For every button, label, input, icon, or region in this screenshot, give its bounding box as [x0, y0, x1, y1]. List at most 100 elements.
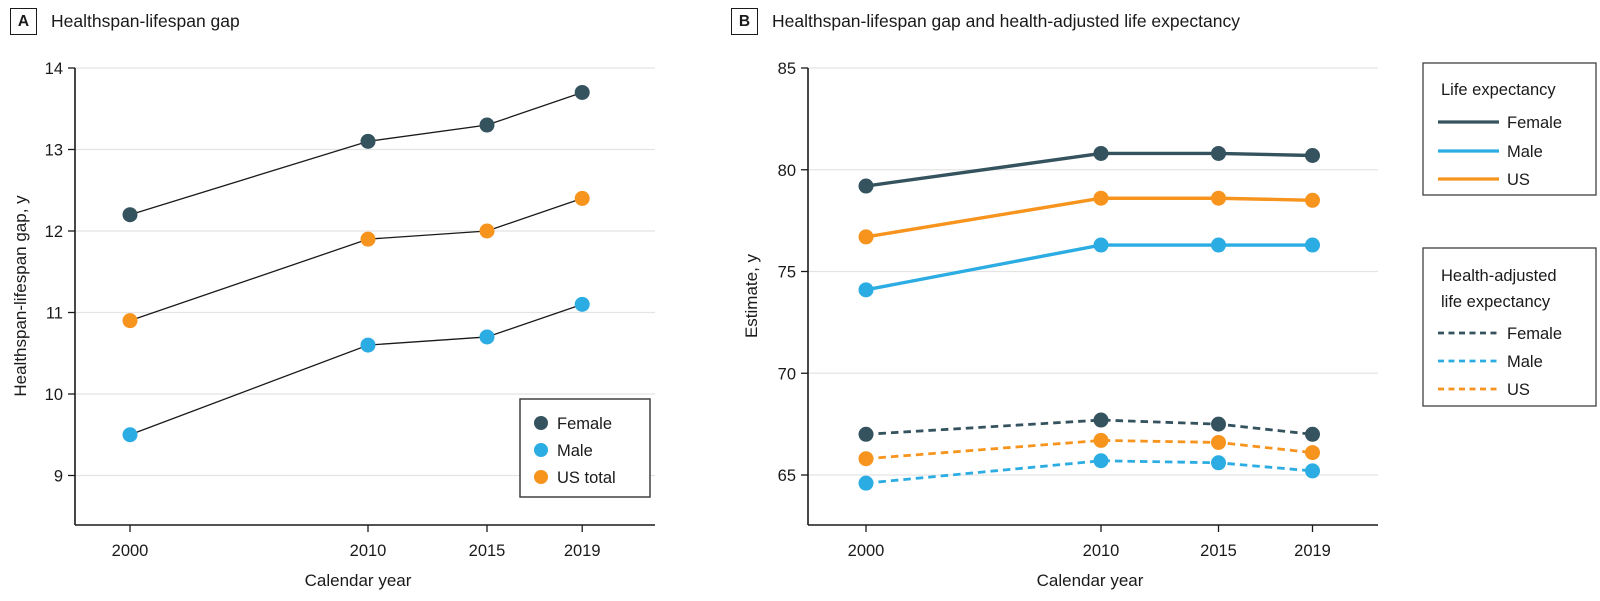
x-tick-label: 2000 — [848, 542, 885, 560]
data-point — [1305, 463, 1320, 479]
legend-label: US total — [557, 469, 616, 487]
legend-marker — [534, 416, 548, 430]
legend-label: Male — [1507, 353, 1543, 371]
series-male — [122, 296, 590, 443]
legend-marker — [534, 443, 548, 457]
y-tick-label: 11 — [46, 305, 63, 323]
legend-box — [1422, 62, 1597, 196]
x-tick-label: 2010 — [1083, 542, 1120, 560]
data-point — [122, 427, 138, 443]
y-axis-title: Estimate, y — [742, 253, 761, 338]
data-point — [1093, 145, 1109, 161]
panel-b-title: Healthspan-lifespan gap and health-adjus… — [772, 11, 1240, 31]
panel-b-header: B Healthspan-lifespan gap and health-adj… — [731, 8, 1240, 35]
data-point — [1211, 434, 1226, 450]
legend-title: life expectancy — [1441, 293, 1551, 311]
series-us-hale — [858, 432, 1320, 467]
y-tick-label: 9 — [54, 468, 63, 486]
y-tick-label: 80 — [778, 162, 796, 180]
data-point — [858, 282, 874, 298]
panel-a-header: A Healthspan-lifespan gap — [10, 8, 240, 35]
legend-box — [1422, 247, 1597, 407]
panel-b-label-badge: B — [731, 8, 758, 35]
panel-a-label-badge: A — [10, 8, 37, 35]
legend-hale: Health-adjusted life expectancy Female Male… — [1422, 247, 1597, 407]
series-line — [865, 459, 1313, 485]
data-point — [1211, 416, 1226, 432]
series-line — [129, 197, 583, 322]
y-tick-label: 10 — [45, 386, 63, 404]
data-point — [1211, 190, 1226, 206]
series-line — [865, 418, 1313, 436]
legend-label: US — [1507, 171, 1530, 189]
series-male-hale — [858, 453, 1320, 491]
x-axis-title: Calendar year — [1037, 571, 1144, 590]
legend-marker — [534, 470, 548, 484]
legend-label: Female — [1507, 325, 1562, 343]
data-point — [858, 229, 874, 245]
y-tick-label: 70 — [778, 365, 796, 383]
x-tick-label: 2015 — [1200, 542, 1237, 560]
data-point — [858, 178, 874, 194]
y-tick-label: 12 — [45, 223, 63, 241]
y-tick-label: 14 — [45, 60, 63, 78]
series-female — [122, 84, 590, 223]
series-line — [865, 151, 1313, 188]
data-point — [574, 296, 590, 312]
data-point — [360, 337, 376, 353]
data-point — [122, 313, 138, 329]
legend-label: Female — [557, 415, 612, 433]
y-tick-label: 65 — [778, 467, 796, 485]
x-axis-title: Calendar year — [305, 571, 412, 590]
data-point — [479, 117, 495, 133]
y-tick-label: 85 — [778, 60, 796, 78]
data-point — [479, 223, 495, 239]
data-point — [1305, 148, 1320, 164]
series-line — [865, 439, 1313, 461]
series-line — [865, 243, 1313, 292]
data-point — [1211, 237, 1226, 253]
y-tick-label: 13 — [45, 142, 63, 160]
panel-b-chart: 65 70 75 80 85 2000 2010 2015 2019 Estimate, y Cal… — [742, 60, 1597, 590]
x-tick-label: 2015 — [469, 542, 506, 560]
legend-life-expectancy: Life expectancy Female Male US — [1422, 62, 1597, 196]
data-point — [1093, 453, 1109, 469]
legend-title: Life expectancy — [1441, 81, 1556, 99]
data-point — [1305, 192, 1320, 208]
data-point — [360, 133, 376, 149]
data-point — [1093, 237, 1109, 253]
legend: Female Male US total — [519, 398, 651, 498]
data-point — [858, 451, 874, 467]
legend-label: Male — [557, 442, 593, 460]
series-female-le — [858, 145, 1320, 194]
x-tick-label: 2019 — [1294, 542, 1331, 560]
data-point — [574, 84, 590, 100]
data-point — [574, 190, 590, 206]
data-point — [1093, 432, 1109, 448]
data-point — [1305, 426, 1320, 442]
series-male-le — [858, 237, 1320, 298]
data-point — [360, 231, 376, 247]
x-tick-label: 2010 — [350, 542, 387, 560]
series-us-le — [858, 190, 1320, 245]
data-point — [1093, 412, 1109, 428]
series-female-hale — [858, 412, 1320, 442]
data-point — [479, 329, 495, 345]
data-point — [858, 475, 874, 491]
data-point — [858, 426, 874, 442]
legend-label: Female — [1507, 114, 1562, 132]
data-point — [1211, 145, 1226, 161]
series-line — [129, 91, 583, 216]
y-tick-label: 75 — [778, 264, 796, 282]
series-line — [865, 196, 1313, 239]
legend-label: Male — [1507, 143, 1543, 161]
data-point — [1305, 445, 1320, 461]
data-point — [1093, 190, 1109, 206]
x-tick-label: 2000 — [112, 542, 149, 560]
panel-a-chart: 9 10 11 12 13 14 2000 2010 2015 2019 Healthspan-li… — [11, 60, 655, 590]
x-tick-label: 2019 — [564, 542, 601, 560]
series-line — [129, 303, 583, 436]
legend-label: US — [1507, 381, 1530, 399]
